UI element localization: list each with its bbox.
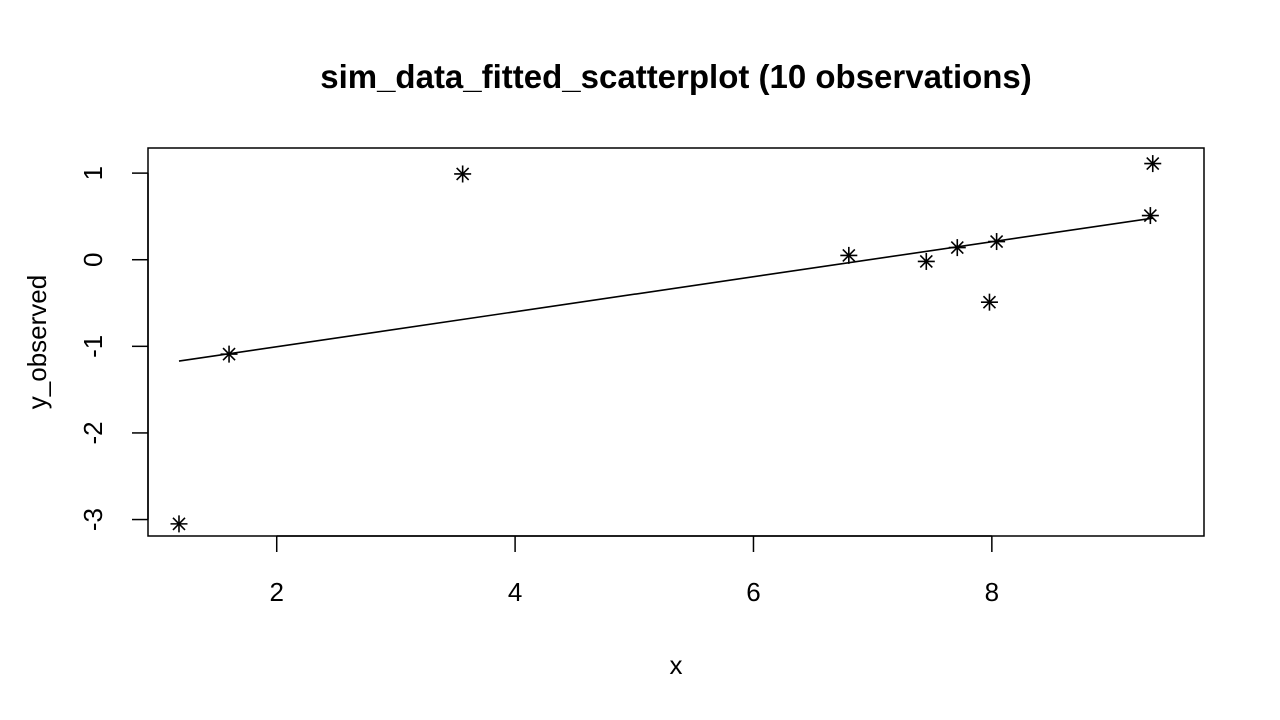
data-point (170, 515, 188, 533)
y-tick-label: 0 (78, 252, 108, 266)
y-tick-label: -3 (78, 508, 108, 531)
points-layer (170, 155, 1162, 533)
x-tick-label: 8 (985, 577, 999, 607)
data-point (988, 233, 1006, 251)
data-point (948, 239, 966, 257)
data-point (840, 246, 858, 264)
x-tick-label: 2 (269, 577, 283, 607)
chart-title: sim_data_fitted_scatterplot (10 observat… (320, 58, 1032, 95)
y-tick-label: -2 (78, 421, 108, 444)
y-axis: -3 -2 -1 0 1 (78, 166, 149, 531)
data-point (1141, 207, 1159, 225)
y-tick-label: -1 (78, 335, 108, 358)
fitted-line (178, 217, 1153, 362)
x-tick-label: 6 (746, 577, 760, 607)
x-tick-label: 4 (508, 577, 522, 607)
data-point (454, 165, 472, 183)
data-point (980, 293, 998, 311)
data-point (220, 345, 238, 363)
fit-line-layer (178, 217, 1153, 362)
x-axis-label: x (670, 650, 683, 680)
data-point (1144, 155, 1162, 173)
y-axis-label: y_observed (22, 275, 52, 409)
x-axis: 2 4 6 8 (269, 535, 999, 607)
data-point (917, 252, 935, 270)
y-tick-label: 1 (78, 166, 108, 180)
